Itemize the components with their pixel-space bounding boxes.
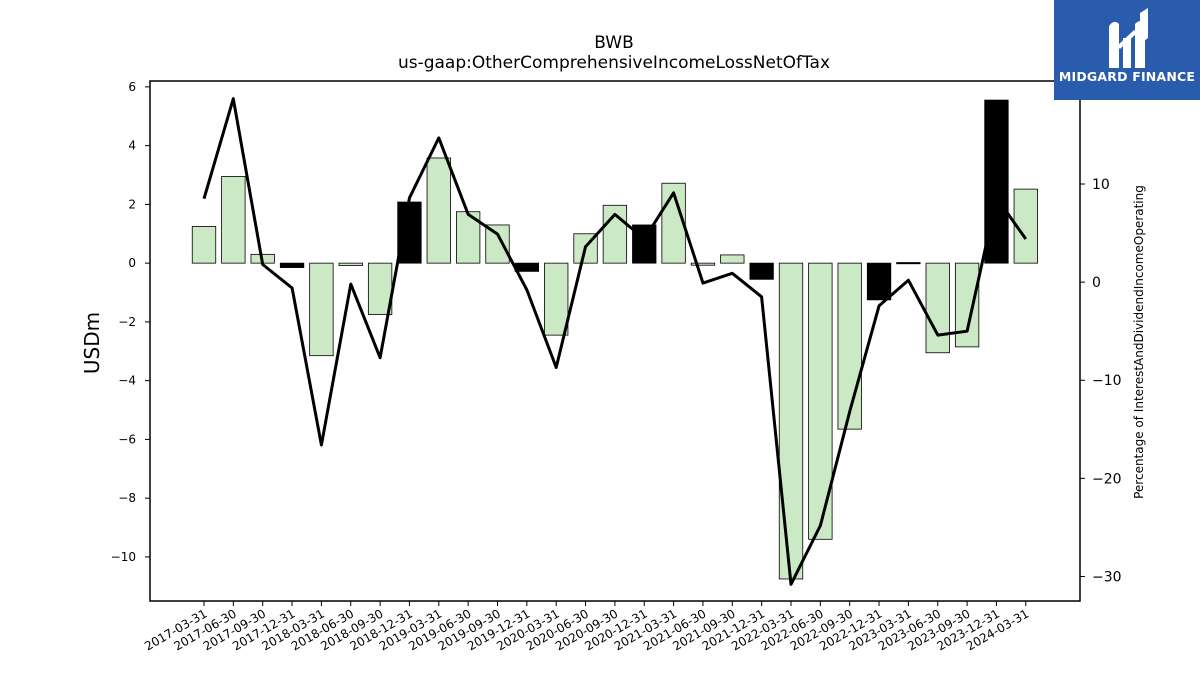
- bar: [397, 201, 422, 264]
- y-tick-label: 4: [128, 139, 136, 153]
- y2-tick-label: −10: [1092, 373, 1122, 389]
- y-tick-label: 0: [128, 256, 136, 270]
- plot-area: 6420−2−4−6−8−10100−10−20−302017-03-31201…: [111, 80, 1122, 654]
- bar: [690, 262, 716, 266]
- bar: [426, 157, 451, 264]
- bar: [338, 262, 363, 266]
- y2-tick-label: 0: [1092, 275, 1101, 291]
- bar: [720, 254, 745, 264]
- y-tick-label: −4: [118, 374, 136, 388]
- y-tick-label: −6: [118, 432, 136, 446]
- y2-tick-label: 10: [1092, 177, 1110, 193]
- bar: [309, 262, 334, 357]
- bar: [749, 262, 774, 280]
- bar: [925, 262, 950, 354]
- bar: [954, 262, 980, 348]
- bar: [544, 262, 569, 336]
- bar: [1013, 188, 1038, 264]
- y-tick-label: −2: [118, 315, 136, 329]
- bar: [514, 262, 539, 272]
- bar: [485, 224, 510, 264]
- chart-subtitle: us-gaap:OtherComprehensiveIncomeLossNetO…: [398, 53, 830, 73]
- series-line: [202, 97, 1028, 586]
- y-tick-label: −10: [111, 550, 136, 564]
- chart-title: BWB: [594, 33, 634, 53]
- y-tick-label: 6: [128, 80, 136, 94]
- y-tick-label: −8: [118, 491, 136, 505]
- bar: [778, 262, 804, 580]
- bar: [221, 176, 246, 264]
- y-tick-label: 2: [128, 197, 136, 211]
- bar: [279, 262, 305, 268]
- bar: [837, 262, 862, 430]
- bar: [808, 262, 833, 540]
- midgard-logo-icon: [1109, 8, 1148, 68]
- y2-tick-label: −20: [1092, 471, 1122, 487]
- brand-logo: MIDGARD FINANCE: [1054, 0, 1200, 100]
- bar: [896, 262, 921, 265]
- bar: [191, 226, 217, 264]
- bar: [866, 262, 892, 301]
- y2-axis-label: Percentage of InterestAndDividendIncomeO…: [1132, 185, 1146, 499]
- brand-name: MIDGARD FINANCE: [1058, 69, 1196, 84]
- y-axis-label: USDm: [80, 312, 104, 374]
- y2-tick-label: −30: [1092, 569, 1122, 585]
